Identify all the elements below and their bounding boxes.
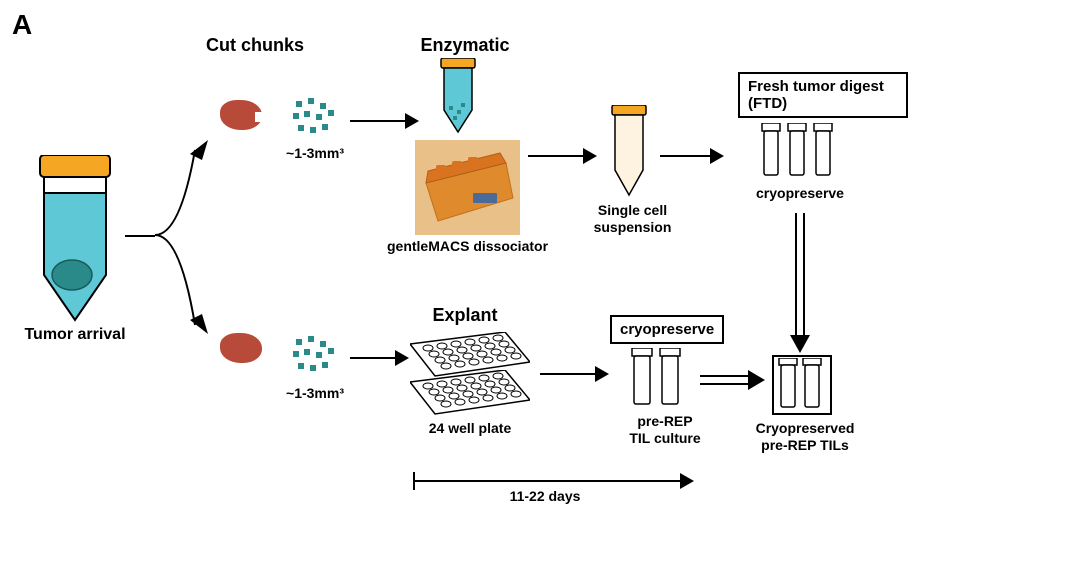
figure-b-frame <box>855 20 1055 565</box>
fragments-bot-icon <box>290 333 345 383</box>
fragments-bot-label: ~1-3mm³ <box>275 385 355 402</box>
arrow-split-icon <box>150 120 220 350</box>
arrow-days-tail <box>413 472 415 490</box>
arrow-days-head <box>680 473 694 489</box>
ftd-vials-icon <box>760 123 838 181</box>
single-cell-label: Single cell suspension <box>580 202 685 236</box>
dissociator-label: gentleMACS dissociator <box>375 238 560 255</box>
cryo-box-label: cryopreserve <box>610 315 724 344</box>
arrow-top-2-head <box>583 148 597 164</box>
plate-2-icon <box>410 370 530 415</box>
cryo-vials-icon <box>630 348 686 410</box>
fragments-top-icon <box>290 95 345 145</box>
arrow-top-1 <box>350 120 405 122</box>
pre-rep-days-label: 11-22 days <box>490 488 600 505</box>
double-arrow-down-icon <box>788 213 812 353</box>
cut-chunks-label: Cut chunks <box>195 35 315 57</box>
tumor-tube-icon <box>30 155 120 325</box>
tissue-chunk-bot-icon <box>220 333 262 363</box>
panel-letter: A <box>12 8 32 42</box>
cryo-tils-label: Cryopreserved pre-REP TILs <box>740 420 870 454</box>
arrow-top-3-head <box>710 148 724 164</box>
arrow-bot-2 <box>540 373 595 375</box>
tissue-white-top-icon <box>255 112 269 122</box>
ftd-cryo-label: cryopreserve <box>750 185 850 202</box>
arrow-days-line <box>415 480 680 482</box>
double-arrow-right-icon <box>700 370 765 390</box>
explant-label: Explant <box>415 305 515 327</box>
small-tube-icon <box>437 58 479 136</box>
arrow-top-2 <box>528 155 583 157</box>
arrow-bot-1 <box>350 357 395 359</box>
tumor-arrival-label: Tumor arrival <box>20 325 130 344</box>
fragments-top-label: ~1-3mm³ <box>275 145 355 162</box>
single-cell-tube-icon <box>608 105 650 200</box>
arrow-bot-2-head <box>595 366 609 382</box>
pre-rep-vials-icon <box>778 358 826 412</box>
dissociator-icon <box>418 143 517 232</box>
arrow-top-3 <box>660 155 710 157</box>
arrow-top-1-head <box>405 113 419 129</box>
plate-label: 24 well plate <box>415 420 525 437</box>
pre-rep-label: pre-REP TIL culture <box>620 413 710 447</box>
enzymatic-label: Enzymatic <box>405 35 525 57</box>
arrow-bot-1-head <box>395 350 409 366</box>
